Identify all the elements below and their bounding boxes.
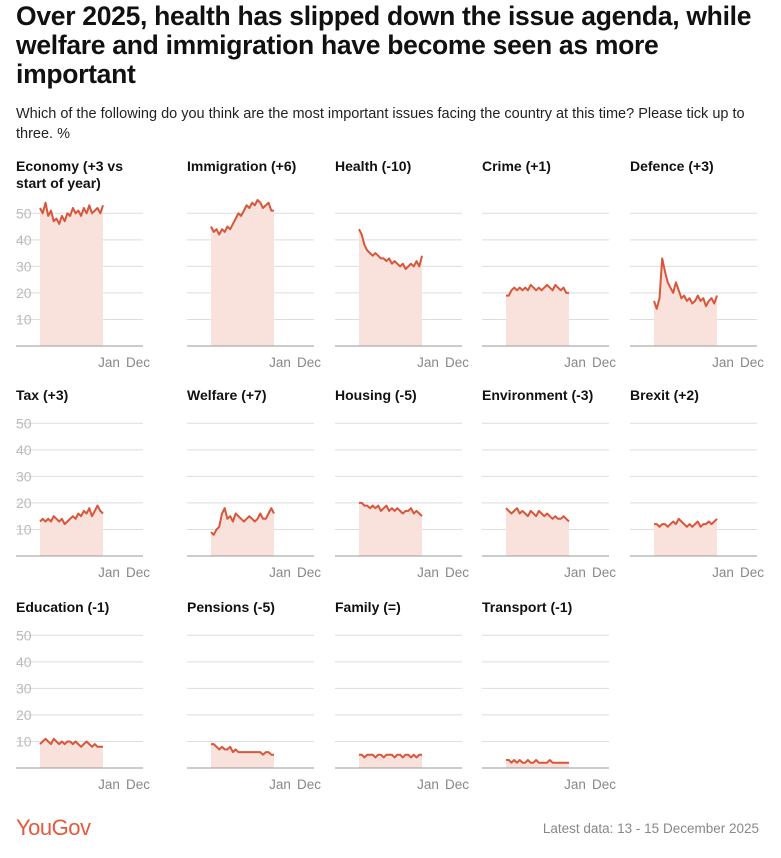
ytick-education-20: 20	[16, 707, 32, 723]
area-transport	[506, 760, 569, 768]
ytick-tax-30: 30	[16, 468, 32, 484]
ytick-tax-20: 20	[16, 495, 32, 511]
panel-label-brexit: Brexit (+2)	[630, 387, 699, 403]
ytick-education-30: 30	[16, 680, 32, 696]
series-line-family	[359, 753, 422, 759]
area-health	[359, 229, 422, 346]
xtick-jan-environment: Jan	[564, 565, 586, 580]
series-line-tax	[39, 504, 104, 526]
area-housing	[359, 502, 422, 556]
xtick-dec-education: Dec	[126, 777, 150, 792]
series-line-immigration	[210, 199, 274, 236]
area-economy	[40, 202, 103, 346]
xtick-dec-defence: Dec	[740, 355, 764, 370]
panel-label-family: Family (=)	[335, 599, 401, 615]
series-line-defence	[653, 257, 718, 310]
series-line-welfare	[210, 507, 275, 536]
xtick-dec-brexit: Dec	[740, 565, 764, 580]
xtick-jan-brexit: Jan	[712, 565, 734, 580]
panel-label-economy: Economy (+3 vs start of year)	[16, 158, 123, 191]
chart-subtitle: Which of the following do you think are …	[16, 106, 745, 142]
area-education	[40, 738, 103, 768]
xtick-dec-tax: Dec	[126, 565, 150, 580]
yougov-logo: YouGov	[16, 815, 91, 840]
xtick-dec-economy: Dec	[126, 355, 150, 370]
area-immigration	[211, 200, 274, 346]
panel-label-defence: Defence (+3)	[630, 158, 714, 174]
series-line-economy	[39, 201, 104, 225]
xtick-dec-immigration: Dec	[297, 355, 321, 370]
latest-data-note: Latest data: 13 - 15 December 2025	[542, 821, 759, 836]
xtick-dec-transport: Dec	[592, 777, 616, 792]
series-line-crime	[506, 283, 569, 297]
xtick-dec-family: Dec	[445, 777, 469, 792]
xtick-jan-immigration: Jan	[269, 355, 291, 370]
series-line-health	[358, 228, 423, 270]
ytick-economy-20: 20	[16, 285, 32, 301]
area-brexit	[654, 518, 717, 556]
area-environment	[506, 508, 569, 556]
panel-label-pensions: Pensions (-5)	[187, 599, 275, 615]
ytick-tax-50: 50	[16, 415, 32, 431]
panel-label-tax: Tax (+3)	[16, 387, 68, 403]
series-line-brexit	[654, 517, 718, 528]
xtick-dec-health: Dec	[445, 355, 469, 370]
xtick-jan-health: Jan	[417, 355, 439, 370]
area-defence	[654, 258, 717, 346]
panel-label-immigration: Immigration (+6)	[187, 158, 296, 174]
ytick-economy-30: 30	[16, 258, 32, 274]
xtick-jan-welfare: Jan	[269, 565, 291, 580]
panel-label-housing: Housing (-5)	[335, 387, 417, 403]
xtick-jan-economy: Jan	[98, 355, 120, 370]
xtick-jan-defence: Jan	[712, 355, 734, 370]
area-welfare	[211, 508, 274, 556]
ytick-education-10: 10	[16, 733, 32, 749]
panel-label-education: Education (-1)	[16, 599, 109, 615]
chart-title: Over 2025, health has slipped down the i…	[16, 1, 752, 89]
panel-label-environment: Environment (-3)	[482, 387, 593, 403]
xtick-dec-welfare: Dec	[297, 565, 321, 580]
xtick-dec-environment: Dec	[592, 565, 616, 580]
series-line-transport	[506, 759, 569, 764]
xtick-jan-pensions: Jan	[269, 777, 291, 792]
ytick-economy-10: 10	[16, 311, 32, 327]
panel-label-welfare: Welfare (+7)	[187, 387, 267, 403]
panel-label-health: Health (-10)	[335, 158, 411, 174]
panel-label-crime: Crime (+1)	[482, 158, 551, 174]
area-crime	[506, 284, 569, 346]
panel-label-transport: Transport (-1)	[482, 599, 572, 615]
series-line-education	[39, 737, 103, 748]
xtick-jan-crime: Jan	[564, 355, 586, 370]
xtick-jan-education: Jan	[98, 777, 120, 792]
ytick-economy-40: 40	[16, 232, 32, 248]
xtick-jan-tax: Jan	[98, 565, 120, 580]
ytick-education-40: 40	[16, 654, 32, 670]
series-line-environment	[505, 507, 570, 523]
xtick-jan-family: Jan	[417, 777, 439, 792]
series-line-pensions	[211, 743, 274, 756]
ytick-economy-50: 50	[16, 205, 32, 221]
xtick-dec-pensions: Dec	[297, 777, 321, 792]
ytick-tax-10: 10	[16, 521, 32, 537]
xtick-jan-transport: Jan	[564, 777, 586, 792]
xtick-dec-crime: Dec	[592, 355, 616, 370]
xtick-jan-housing: Jan	[417, 565, 439, 580]
xtick-dec-housing: Dec	[445, 565, 469, 580]
ytick-education-50: 50	[16, 627, 32, 643]
ytick-tax-40: 40	[16, 442, 32, 458]
series-line-housing	[359, 501, 423, 517]
